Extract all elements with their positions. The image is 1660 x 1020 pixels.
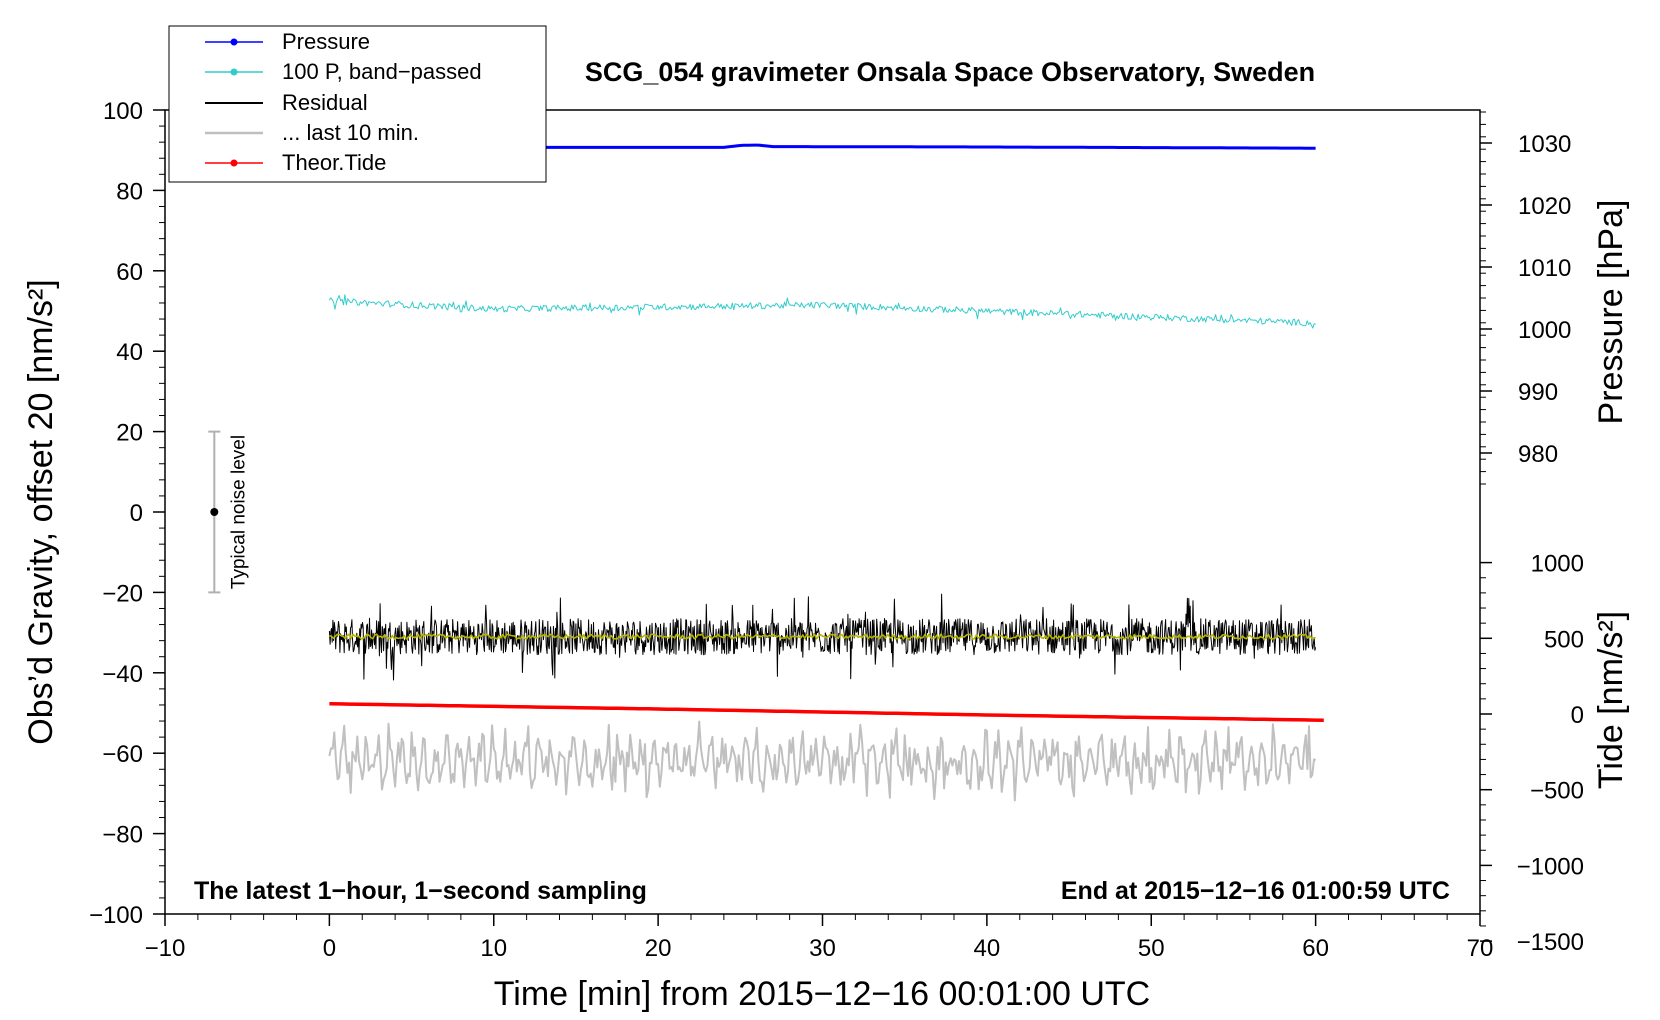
y-tick-label-left: −60	[102, 741, 143, 768]
x-tick-label: 40	[974, 935, 1001, 962]
x-tick-label: 0	[323, 935, 336, 962]
svg-text:Theor.Tide: Theor.Tide	[282, 150, 386, 175]
series-residual	[328, 593, 1317, 681]
x-axis-title: Time [min] from 2015−12−16 00:01:00 UTC	[494, 975, 1150, 1013]
y-tick-label-left: −80	[102, 822, 143, 849]
legend-entry-theor-tide: Theor.Tide	[205, 150, 386, 175]
y-tick-label-left: 40	[116, 339, 143, 366]
tide-tick-label: 500	[1544, 626, 1584, 653]
y-tick-label-left: 100	[103, 98, 143, 125]
pressure-tick-label: 980	[1518, 441, 1558, 468]
series-band-passed-pressure	[328, 294, 1316, 329]
legend-entry-residual: Residual	[205, 90, 368, 115]
y-axis-title-left: Obs’d Gravity, offset 20 [nm/s²]	[22, 279, 60, 744]
y-tick-label-left: −40	[102, 661, 143, 688]
series-last-10-min	[328, 720, 1317, 802]
svg-text:Pressure: Pressure	[282, 29, 370, 54]
svg-text:... last 10 min.: ... last 10 min.	[282, 120, 419, 145]
pressure-tick-label: 1000	[1518, 317, 1571, 344]
annotation-sampling: The latest 1−hour, 1−second sampling	[194, 877, 647, 905]
pressure-tick-label: 1010	[1518, 255, 1571, 282]
series-theoretical-tide	[329, 702, 1324, 722]
pressure-tick-label: 990	[1518, 379, 1558, 406]
tide-tick-label: 0	[1571, 702, 1584, 729]
y-tick-label-left: 80	[116, 178, 143, 205]
series-layer	[328, 143, 1324, 802]
annotation-end-time: End at 2015−12−16 01:00:59 UTC	[1061, 877, 1450, 905]
legend-entry-last-10-min: ... last 10 min.	[205, 120, 419, 145]
y-tick-label-left: −100	[89, 902, 143, 929]
y-tick-label-left: −20	[102, 580, 143, 607]
noise-bar-center-dot	[210, 508, 219, 516]
pressure-tick-label: 1030	[1518, 131, 1571, 158]
tide-tick-label: −500	[1530, 778, 1584, 805]
x-tick-label: 30	[809, 935, 836, 962]
noise-level-indicator: Typical noise level	[208, 430, 249, 594]
y-tick-label-left: 60	[116, 259, 143, 286]
svg-text:Residual: Residual	[282, 90, 368, 115]
x-tick-label: 70	[1467, 935, 1494, 962]
svg-text:100 P, band−passed: 100 P, band−passed	[282, 59, 482, 84]
x-tick-label: 60	[1302, 935, 1329, 962]
x-tick-label: 20	[645, 935, 672, 962]
chart-title: SCG_054 gravimeter Onsala Space Observat…	[585, 57, 1315, 87]
tide-tick-label: −1500	[1517, 929, 1584, 956]
y-axis-title-tide: Tide [nm/s²]	[1592, 611, 1630, 789]
x-tick-label: 10	[480, 935, 507, 962]
legend-entry-band-passed: 100 P, band−passed	[205, 59, 482, 84]
x-tick-label: 50	[1138, 935, 1165, 962]
tide-tick-label: −1000	[1517, 853, 1584, 880]
y-axis-title-pressure: Pressure [hPa]	[1592, 200, 1630, 425]
series-smoothed-residual	[329, 633, 1316, 640]
axis-ticks: −10 0 10 20 30 40 50 60 70100806040200−20−40−60−…	[89, 98, 1584, 962]
plot-frame	[164, 109, 1481, 915]
y-tick-label-left: 0	[130, 500, 143, 527]
noise-level-label: Typical noise level	[228, 435, 249, 589]
legend: Pressure 100 P, band−passed Residual ...…	[168, 25, 547, 183]
y-tick-label-left: 20	[116, 420, 143, 447]
legend-entry-pressure: Pressure	[205, 29, 370, 54]
tide-tick-label: 1000	[1531, 551, 1584, 578]
pressure-tick-label: 1020	[1518, 193, 1571, 220]
x-tick-label: −10	[145, 935, 186, 962]
